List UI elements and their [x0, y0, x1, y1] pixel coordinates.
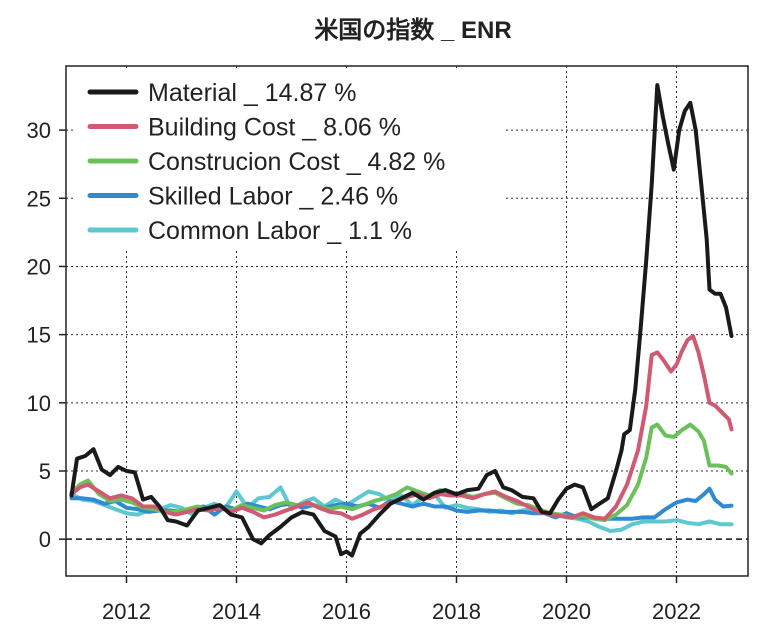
y-tick-label: 15 — [27, 323, 51, 348]
y-axis-ticks: 0 5 10 15 20 25 30 — [27, 118, 66, 552]
series-line-2 — [69, 422, 734, 523]
series-layer — [69, 83, 734, 558]
x-axis-ticks: 2012 2014 2016 2018 2020 2022 — [102, 576, 701, 624]
y-tick-label: 5 — [39, 459, 51, 484]
legend-label-1: Building Cost _ 8.06 % — [148, 114, 401, 142]
x-tick-label: 2016 — [322, 599, 371, 624]
legend: Material _ 14.87 % Building Cost _ 8.06 %… — [76, 70, 504, 250]
plot-frame — [65, 65, 749, 577]
series-line-0 — [69, 83, 734, 558]
x-tick-label: 2020 — [542, 599, 591, 624]
y-tick-label: 10 — [27, 391, 51, 416]
x-tick-label: 2012 — [102, 599, 151, 624]
y-tick-label: 25 — [27, 186, 51, 211]
x-tick-label: 2018 — [432, 599, 481, 624]
chart-title: 米国の指数 _ ENR — [314, 17, 511, 44]
y-tick-label: 0 — [39, 527, 51, 552]
legend-background — [76, 70, 504, 250]
x-tick-label: 2014 — [212, 599, 261, 624]
y-tick-label: 20 — [27, 254, 51, 279]
series-line-1 — [69, 334, 734, 521]
legend-label-0: Material _ 14.87 % — [148, 79, 356, 107]
x-tick-label: 2022 — [652, 599, 701, 624]
legend-label-4: Common Labor _ 1.1 % — [148, 217, 412, 245]
legend-label-3: Skilled Labor _ 2.46 % — [148, 183, 398, 211]
legend-label-2: Construcion Cost _ 4.82 % — [148, 148, 445, 176]
series-line-4 — [69, 485, 734, 533]
y-tick-label: 30 — [27, 118, 51, 143]
